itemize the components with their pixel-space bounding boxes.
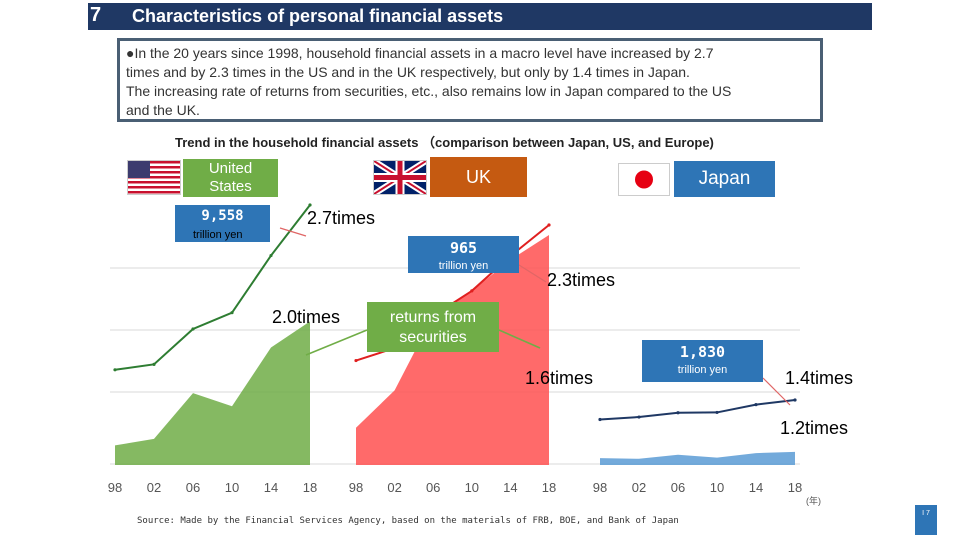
jp-total-point (598, 417, 602, 422)
page-badge: I 7 (915, 505, 937, 535)
us-label: United States (183, 159, 278, 197)
summary-line: ●In the 20 years since 1998, household f… (126, 45, 714, 61)
us-returns-area (115, 321, 310, 465)
us-value: 9,558 (201, 208, 244, 224)
uk-unit: trillion yen (438, 260, 489, 272)
uk-returns-callout (498, 329, 541, 349)
uk-flag-icon (372, 158, 428, 197)
title-bar (88, 3, 872, 30)
jp-returns-area (600, 451, 795, 465)
returns-label-line: securities (399, 329, 467, 346)
jp-tick-label: 06 (671, 480, 685, 495)
us-value-box: 9,558 (175, 205, 270, 242)
us-tick-label: 10 (225, 480, 239, 495)
us-total-point (308, 203, 312, 207)
uk-total-multiple: 2.3times (547, 270, 616, 290)
jp-returns-multiple: 1.2times (780, 418, 849, 438)
uk-tick-label: 10 (465, 480, 479, 495)
jp-unit: trillion yen (677, 364, 728, 376)
japan-flag-icon (618, 163, 670, 196)
summary-line: and the UK. (126, 102, 200, 118)
returns-label-line: returns from (389, 309, 477, 326)
uk-tick-label: 98 (349, 480, 363, 495)
returns-label: returns from securities (367, 302, 499, 352)
uk-label: UK (430, 157, 527, 197)
us-tick-label: 14 (264, 480, 278, 495)
slide-number: 7 (90, 4, 102, 26)
us-chart: 98 02 06 10 14 18 (108, 203, 317, 495)
us-total-line (114, 204, 311, 371)
japan-label: Japan (674, 161, 775, 197)
uk-tick-label: 02 (387, 480, 401, 495)
us-total-point (152, 362, 156, 366)
chart-heading: Trend in the household financial assets … (175, 135, 714, 150)
jp-value: 1,830 (679, 343, 726, 361)
us-tick-label: 98 (108, 480, 122, 495)
us-returns-callout (305, 329, 368, 356)
jp-value-box: 1,830 trillion yen (642, 340, 763, 382)
us-label-line: United (208, 160, 253, 177)
jp-total-point (793, 398, 797, 402)
us-total-point (269, 253, 273, 258)
us-tick-label: 18 (303, 480, 317, 495)
us-total-point (230, 311, 234, 315)
uk-total-point (547, 223, 551, 227)
us-returns-multiple: 2.0times (272, 307, 341, 327)
jp-total-point (637, 415, 641, 419)
uk-tick-label: 18 (542, 480, 556, 495)
us-unit: trillion yen (193, 229, 243, 241)
jp-tick-label: 98 (593, 480, 607, 495)
jp-chart: 98 02 06 10 14 18 (593, 398, 802, 495)
uk-tick-label: 06 (426, 480, 440, 495)
us-total-multiple: 2.7times (307, 208, 376, 228)
source-note: Source: Made by the Financial Services A… (137, 516, 679, 526)
jp-tick-label: 02 (632, 480, 646, 495)
uk-tick-label: 14 (503, 480, 517, 495)
us-label-line: States (209, 178, 252, 195)
uk-returns-multiple: 1.6times (525, 368, 594, 388)
slide-title: Characteristics of personal financial as… (132, 6, 504, 26)
jp-total-multiple: 1.4times (785, 368, 854, 388)
jp-total-line (599, 399, 796, 421)
jp-total-point (676, 411, 680, 415)
jp-total-callout (762, 377, 791, 406)
us-total-point (191, 327, 195, 331)
jp-tick-label: 14 (749, 480, 763, 495)
callouts (279, 227, 791, 406)
x-unit: (年) (806, 496, 821, 506)
uk-total-point (354, 358, 358, 363)
jp-tick-label: 18 (788, 480, 802, 495)
uk-value: 965 (449, 239, 478, 257)
jp-tick-label: 10 (710, 480, 724, 495)
uk-value-box: 965 trillion yen (408, 236, 519, 273)
us-flag-icon (127, 160, 181, 195)
us-total-callout (279, 227, 307, 237)
us-total-point (113, 368, 117, 372)
us-tick-label: 06 (186, 480, 200, 495)
jp-total-point (715, 410, 719, 415)
summary-line: times and by 2.3 times in the US and in … (126, 64, 690, 80)
uk-total-callout (518, 264, 547, 283)
summary-box: ●In the 20 years since 1998, household f… (117, 38, 823, 122)
us-tick-label: 02 (147, 480, 161, 495)
jp-total-point (754, 403, 758, 407)
uk-total-point (470, 289, 474, 293)
summary-line: The increasing rate of returns from secu… (126, 83, 732, 99)
